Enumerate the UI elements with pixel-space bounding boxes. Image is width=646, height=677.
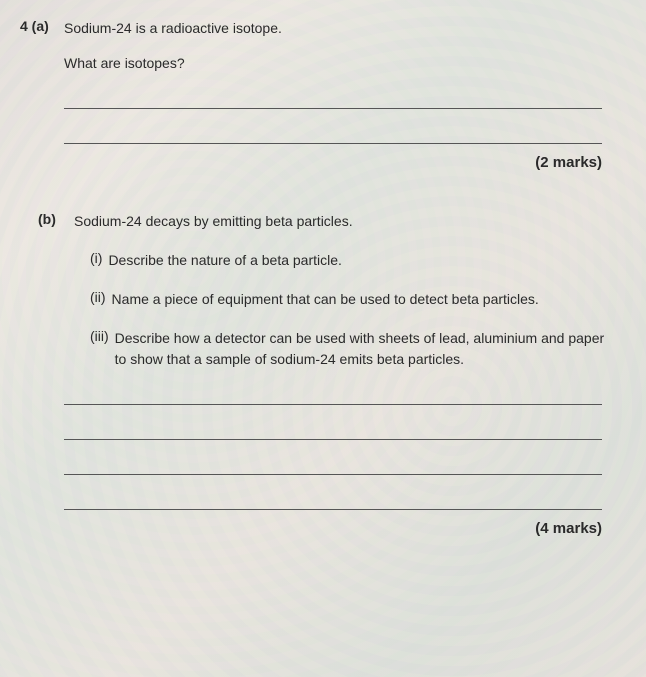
q4a-question: What are isotopes?	[64, 55, 185, 71]
q4b-header: (b) Sodium-24 decays by emitting beta pa…	[38, 211, 606, 232]
exam-page: 4 (a) Sodium-24 is a radioactive isotope…	[0, 0, 646, 677]
answer-line	[64, 509, 602, 510]
q4a-marks: (2 marks)	[20, 154, 602, 171]
q4b-ii-text: Name a piece of equipment that can be us…	[112, 289, 539, 310]
q4a-header: 4 (a) Sodium-24 is a radioactive isotope…	[20, 18, 606, 39]
question-number: 4 (a)	[20, 18, 54, 34]
q4b-i-text: Describe the nature of a beta particle.	[108, 250, 341, 271]
roman-numeral: (ii)	[90, 289, 106, 305]
answer-line	[64, 474, 602, 475]
q4b-iii-text: Describe how a detector can be used with…	[115, 328, 606, 370]
roman-numeral: (i)	[90, 250, 102, 266]
roman-numeral: (iii)	[90, 328, 109, 344]
answer-line	[64, 439, 602, 440]
part-label-b: (b)	[38, 211, 64, 227]
answer-line	[64, 404, 602, 405]
answer-line	[64, 108, 602, 109]
q4b-iii: (iii) Describe how a detector can be use…	[90, 328, 606, 370]
q4b-i: (i) Describe the nature of a beta partic…	[90, 250, 606, 271]
q4b-marks: (4 marks)	[20, 520, 602, 537]
q4b-ii: (ii) Name a piece of equipment that can …	[90, 289, 606, 310]
answer-line	[64, 143, 602, 144]
q4a-question-row: What are isotopes?	[64, 53, 606, 74]
q4b-intro: Sodium-24 decays by emitting beta partic…	[74, 211, 353, 232]
q4a-intro: Sodium-24 is a radioactive isotope.	[64, 18, 282, 39]
